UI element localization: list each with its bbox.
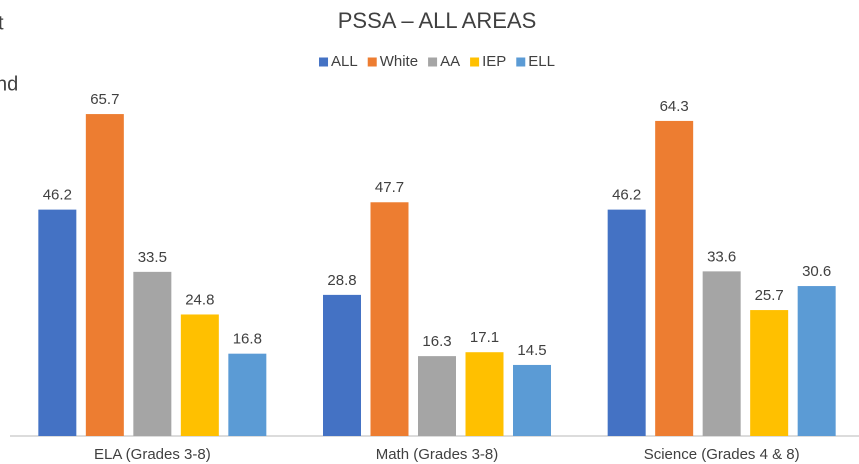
data-label: 64.3 xyxy=(660,98,689,115)
x-tick-label: Science (Grades 4 & 8) xyxy=(644,446,800,463)
bar xyxy=(133,271,172,436)
data-label: 33.5 xyxy=(138,249,167,266)
bar xyxy=(180,314,219,436)
data-label: 65.7 xyxy=(90,91,119,108)
data-label: 46.2 xyxy=(43,187,72,204)
legend-label: AA xyxy=(440,53,460,70)
bar xyxy=(513,364,551,436)
legend-swatch xyxy=(428,57,438,67)
bar xyxy=(228,353,267,436)
bar xyxy=(702,271,741,436)
bar xyxy=(85,114,124,436)
bar xyxy=(465,352,504,436)
data-label: 47.7 xyxy=(375,179,404,196)
legend-label: White xyxy=(380,53,418,70)
data-label: 17.1 xyxy=(470,329,499,346)
x-tick-label: ELA (Grades 3-8) xyxy=(94,446,211,463)
data-label: 28.8 xyxy=(327,272,356,289)
data-label: 33.6 xyxy=(707,248,736,265)
bar xyxy=(418,356,456,436)
bar xyxy=(797,286,836,436)
bar xyxy=(38,209,77,436)
x-tick-label: Math (Grades 3-8) xyxy=(376,446,499,463)
bar xyxy=(750,310,789,436)
data-label: 46.2 xyxy=(612,187,641,204)
legend-swatch xyxy=(319,57,329,67)
data-label: 30.6 xyxy=(802,263,831,280)
data-label: 25.7 xyxy=(755,287,784,304)
bar xyxy=(370,202,409,436)
cut-off-text: t xyxy=(0,12,4,34)
data-label: 16.8 xyxy=(233,331,262,348)
chart-title: PSSA – ALL AREAS xyxy=(338,8,537,33)
legend-swatch xyxy=(367,57,377,67)
legend-label: IEP xyxy=(482,53,506,70)
bar xyxy=(607,209,646,436)
legend-swatch xyxy=(516,57,526,67)
bar xyxy=(323,294,361,436)
legend-label: ELL xyxy=(528,53,555,70)
cut-off-text: nd xyxy=(0,73,18,95)
data-label: 24.8 xyxy=(185,291,214,308)
data-label: 14.5 xyxy=(517,342,546,359)
legend-swatch xyxy=(470,57,480,67)
bar xyxy=(655,120,694,437)
legend-label: ALL xyxy=(331,53,358,70)
data-label: 16.3 xyxy=(422,333,451,350)
